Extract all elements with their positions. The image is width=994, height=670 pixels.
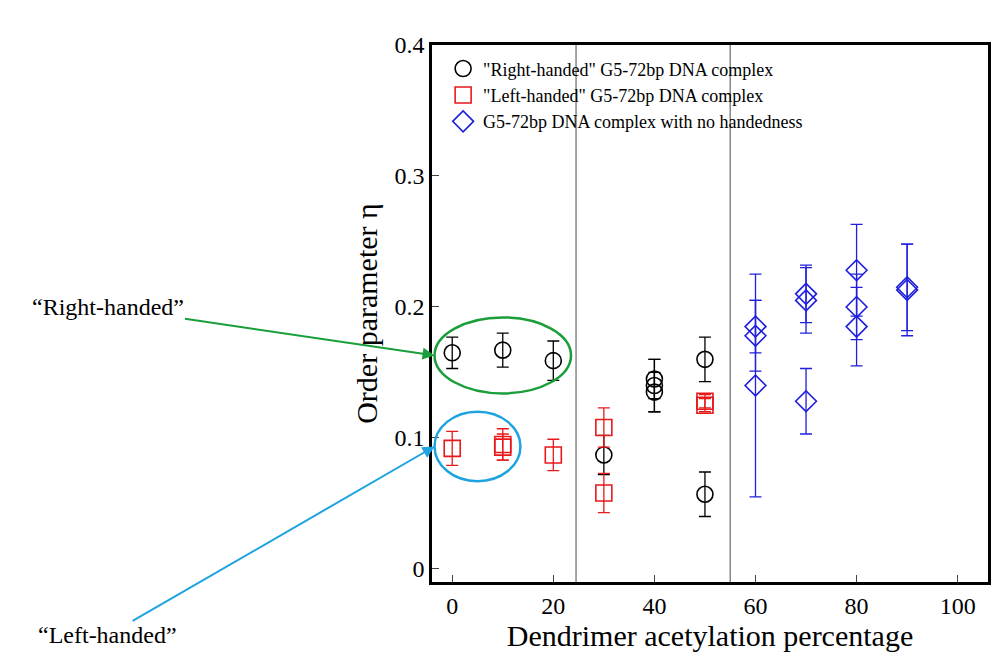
svg-text:0.2: 0.2 — [394, 294, 424, 320]
svg-text:“Left-handed”: “Left-handed” — [38, 622, 177, 648]
svg-text:20: 20 — [541, 593, 565, 619]
svg-text:80: 80 — [845, 593, 869, 619]
svg-text:Order parameter η: Order parameter η — [350, 203, 383, 424]
svg-text:0.4: 0.4 — [394, 32, 424, 58]
svg-text:"Right-handed" G5-72bp DNA com: "Right-handed" G5-72bp DNA complex — [483, 60, 773, 80]
svg-text:0: 0 — [446, 593, 458, 619]
svg-text:100: 100 — [940, 593, 976, 619]
svg-text:40: 40 — [642, 593, 666, 619]
svg-text:0.1: 0.1 — [394, 425, 424, 451]
svg-text:"Left-handed" G5-72bp DNA comp: "Left-handed" G5-72bp DNA complex — [483, 86, 763, 106]
svg-text:“Right-handed”: “Right-handed” — [32, 294, 184, 320]
svg-text:G5-72bp DNA complex with no ha: G5-72bp DNA complex with no handedness — [483, 112, 802, 132]
svg-text:0.3: 0.3 — [394, 163, 424, 189]
svg-text:Dendrimer acetylation percenta: Dendrimer acetylation percentage — [507, 619, 913, 652]
svg-text:0: 0 — [412, 556, 424, 582]
svg-text:60: 60 — [743, 593, 767, 619]
